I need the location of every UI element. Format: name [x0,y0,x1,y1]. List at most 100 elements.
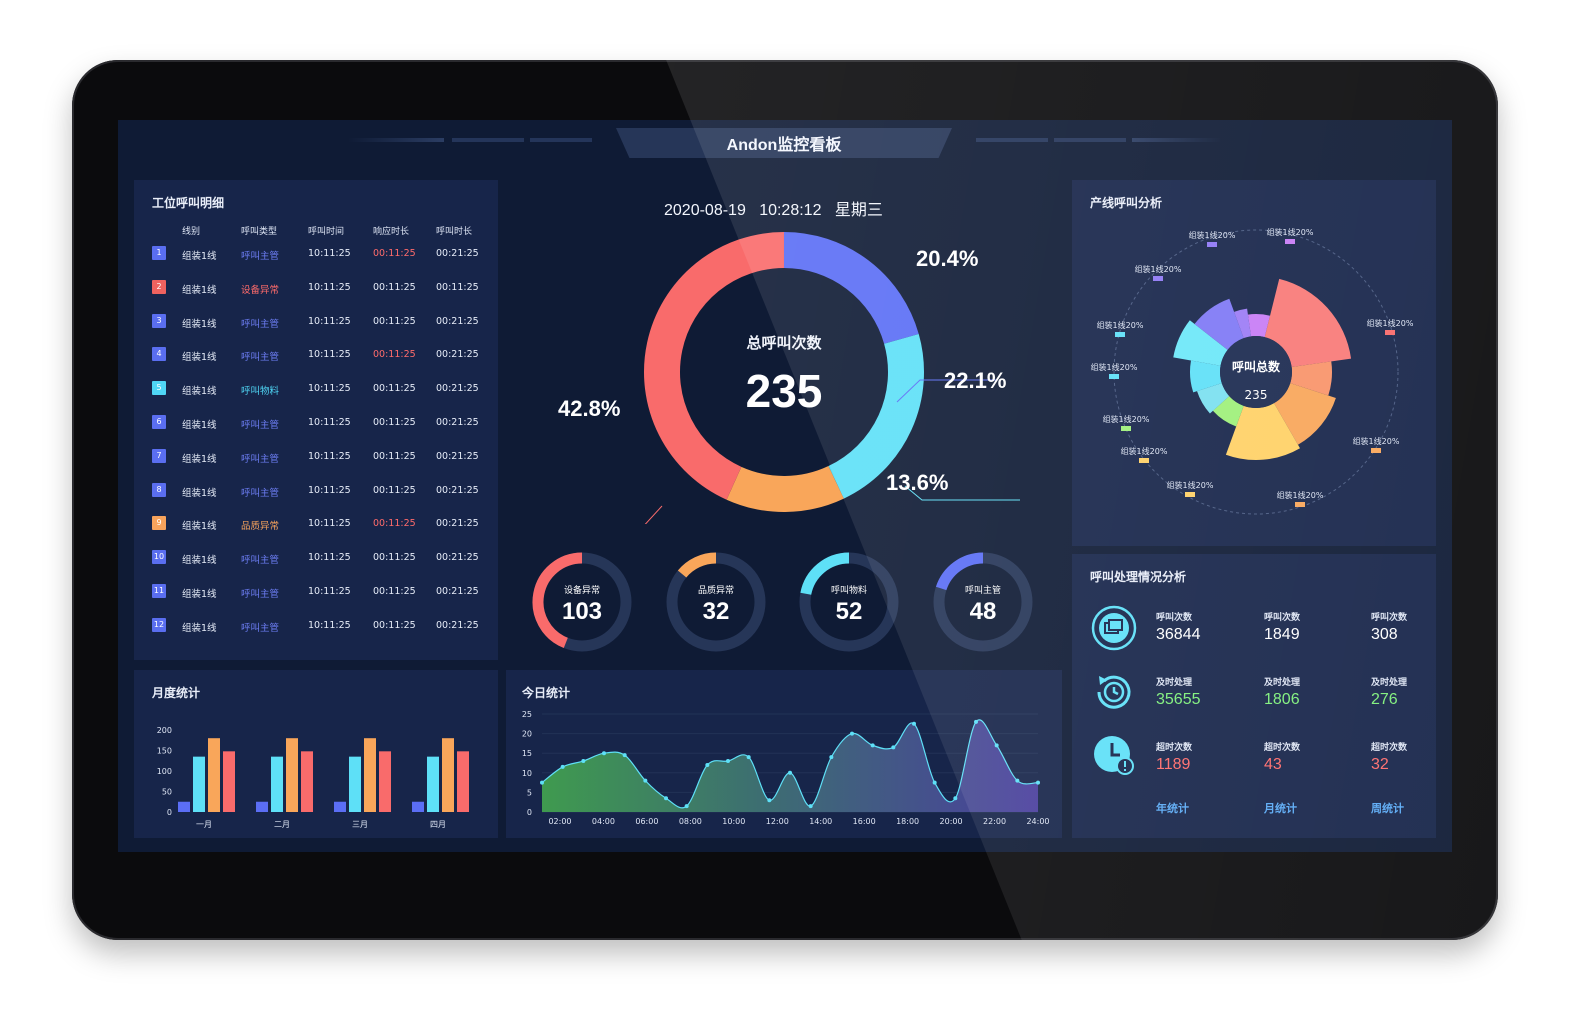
data-point [643,778,648,783]
row-index-badge: 1 [152,246,166,260]
row-index-badge: 4 [152,347,166,362]
pct-leader-line [896,379,996,403]
data-point [870,743,875,748]
title-decoration-right [976,138,1048,142]
history-icon [1097,675,1131,709]
row-line: 组装1线 [182,352,217,364]
rose-petal [1290,361,1332,396]
stat-label: 呼叫次数 [1264,613,1301,623]
bar [334,801,346,812]
row-line: 组装1线 [182,420,217,431]
column-header-response: 响应时长 [373,227,410,237]
row-line: 组装1线 [182,251,217,262]
row-index-badge: 7 [152,448,166,463]
call-row: 10 组装1线 呼叫主管 10:11:25 00:11:25 00:21:25 [134,550,498,568]
stat-value: 43 [1264,756,1282,773]
row-response-time: 00:11:25 [373,619,416,631]
rose-center-value: 235 [1244,388,1268,402]
rose-segment-label: 组装1线20% [1097,320,1144,330]
row-call-type: 呼叫主管 [241,487,280,499]
total-calls-value: 235 [745,365,823,417]
row-call-time: 10:11:25 [308,383,351,395]
bar [364,738,376,812]
rose-label-marker [1385,330,1395,335]
line-rose-chart: 组装1线20% 组装1线20% 组装1线20% 组装1线20% 组装1线20% 组装1线2… [1091,227,1414,515]
gauge-fill [677,552,717,578]
data-point [560,764,565,769]
row-call-time: 10:11:25 [308,417,351,428]
rose-label-marker [1371,448,1381,453]
title-decoration-left [348,138,444,142]
row-index-badge: 6 [152,415,166,429]
dashboard-screen: Andon监控看板 工位呼叫明细 线别 呼叫类型 呼叫时间 响应时长 呼叫时长 … [118,120,1452,852]
data-point [581,759,586,764]
today-stats-title: 今日统计 [522,686,571,700]
data-point [664,796,668,801]
rose-label-marker [1295,502,1305,507]
data-point [974,719,978,724]
monthly-bar-chart: 0 50 100 150 200 一月 二月 三月 四月 [157,726,469,829]
y-tick-label: 15 [522,749,532,758]
segment-pct-1: 20.4% [916,246,979,271]
gauge-value-device: 103 [561,598,603,625]
month-stats-link[interactable]: 月统计 [1264,802,1297,815]
clock-alert-icon [1094,736,1134,775]
x-tick-label: 12:00 [766,817,789,826]
year-stats-link[interactable]: 年统计 [1156,802,1189,815]
data-point [788,770,792,775]
stat-label: 及时处理 [1156,678,1193,688]
rose-label-marker [1121,426,1131,431]
bar [379,751,391,812]
stat-label: 及时处理 [1264,678,1301,688]
today-area-fill [542,719,1038,812]
row-response-time: 00:11:25 [373,484,416,496]
row-call-time: 10:11:25 [308,619,351,631]
current-weekday: 星期三 [834,202,883,219]
stat-label: 超时次数 [1156,743,1193,753]
row-index-badge: 3 [152,313,166,328]
layers-icon [1091,605,1137,651]
row-call-type: 呼叫主管 [241,251,280,262]
row-call-time: 10:11:25 [308,518,351,530]
rose-segment-label: 组装1线20% [1135,264,1182,274]
stat-value: 1806 [1264,691,1300,708]
rose-segment-label: 组装1线20% [1091,362,1138,372]
current-datetime: 2020-08-19 10:28:12 星期三 [664,196,883,220]
call-detail-header: 线别 呼叫类型 呼叫时间 响应时长 呼叫时长 [134,224,498,240]
y-tick-label: 150 [157,747,172,756]
row-call-type: 品质异常 [241,521,280,533]
row-line: 组装1线 [182,284,217,296]
call-row: 7 组装1线 呼叫主管 10:11:25 00:11:25 00:21:25 [134,448,498,467]
call-row: 2 组装1线 设备异常 10:11:25 00:11:25 00:11:25 [134,279,498,298]
call-row: 12 组装1线 呼叫主管 10:11:25 00:11:25 00:21:25 [134,617,498,636]
row-call-type: 呼叫主管 [241,622,280,634]
today-area-chart: 0 5 10 15 20 25 02:00 04:00 06:00 08:00 10:00 12:00… [522,710,1050,826]
y-tick-label: 0 [527,808,532,817]
row-call-type: 呼叫主管 [241,555,280,567]
data-point [684,804,689,809]
data-point [602,751,606,756]
row-response-time: 00:11:25 [373,315,416,327]
pct-leader-line [904,485,1020,501]
row-call-time: 10:11:25 [308,315,351,327]
row-call-duration: 00:21:25 [436,248,479,259]
bar [208,738,220,812]
row-line: 组装1线 [182,555,217,567]
line-analysis-title: 产线呼叫分析 [1090,196,1163,210]
week-stats-link[interactable]: 周统计 [1371,802,1404,815]
gauge-value-supervisor: 48 [969,598,997,625]
data-point [891,745,896,750]
rose-petal [1247,314,1271,338]
row-index-badge: 12 [152,617,166,632]
bar [427,756,439,812]
bar [442,738,454,812]
gauge-fill [532,552,583,649]
row-call-time: 10:11:25 [308,586,351,597]
rose-label-marker [1207,242,1217,247]
row-call-time: 10:11:25 [308,248,351,259]
rose-center [1220,336,1292,408]
row-response-time: 00:11:25 [373,450,416,462]
y-tick-label: 25 [522,710,532,719]
monthly-stats-panel: 月度统计 0 50 100 150 200 一月 二月 三月 四月 [134,670,498,838]
rose-label-marker [1115,332,1125,337]
